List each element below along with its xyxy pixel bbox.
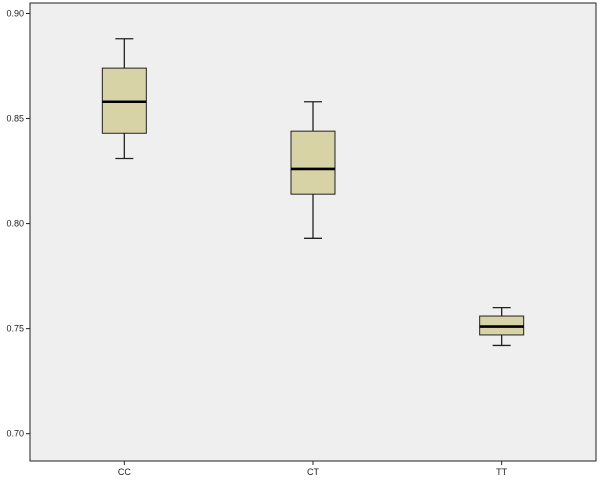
iqr-box [290, 130, 336, 195]
y-tick-label: 0.80 [6, 219, 24, 229]
x-axis-ticks [123, 461, 503, 465]
y-tick-label: 0.75 [6, 324, 24, 334]
x-tick-label: CT [307, 467, 319, 477]
x-axis-tick-labels: CC CT TT [118, 467, 508, 477]
y-tick-label: 0.90 [6, 9, 24, 19]
y-axis-tick-labels: 0.70 0.75 0.80 0.85 0.90 [6, 9, 24, 439]
box-ct [290, 101, 336, 239]
x-tick-label: TT [496, 467, 507, 477]
box-series [101, 38, 525, 347]
y-tick-label: 0.85 [6, 114, 24, 124]
x-tick-label: CC [118, 467, 131, 477]
y-tick-label: 0.70 [6, 429, 24, 439]
box-tt [479, 306, 525, 347]
box-cc [101, 38, 147, 160]
y-axis-ticks [26, 13, 30, 435]
